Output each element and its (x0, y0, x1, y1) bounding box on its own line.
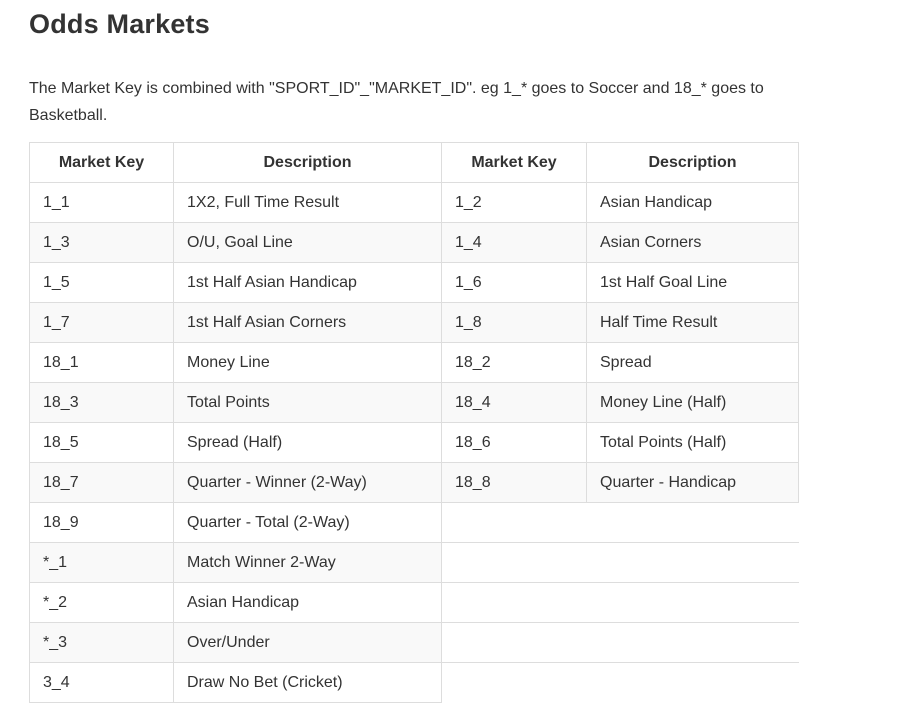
market-key-cell: 18_3 (29, 382, 174, 423)
market-description-cell: Over/Under (173, 622, 442, 663)
markets-table-body: 1_1 1X2, Full Time Result 1_2 Asian Handica… (29, 182, 799, 703)
market-key-cell: 18_9 (29, 502, 174, 543)
header-market-key-2: Market Key (441, 142, 587, 183)
market-key-cell: 1_3 (29, 222, 174, 263)
empty-cell (441, 662, 799, 703)
table-row: 18_3 Total Points 18_4 Money Line (Half) (29, 382, 799, 423)
table-row: *_3 Over/Under (29, 622, 799, 663)
empty-cell (441, 582, 799, 623)
market-key-cell: 1_7 (29, 302, 174, 343)
market-key-cell: *_1 (29, 542, 174, 583)
table-row: 1_7 1st Half Asian Corners 1_8 Half Time Re… (29, 302, 799, 343)
market-description-cell: Total Points (Half) (586, 422, 799, 463)
empty-cell (441, 622, 799, 663)
page-title: Odds Markets (29, 9, 210, 39)
table-row: 3_4 Draw No Bet (Cricket) (29, 662, 799, 703)
table-row: *_2 Asian Handicap (29, 582, 799, 623)
market-key-cell: 1_4 (441, 222, 587, 263)
market-key-cell: 18_7 (29, 462, 174, 503)
market-description-cell: Asian Corners (586, 222, 799, 263)
header-market-key-1: Market Key (29, 142, 174, 183)
table-row: 18_5 Spread (Half) 18_6 Total Points (Half) (29, 422, 799, 463)
market-key-cell: 1_8 (441, 302, 587, 343)
intro-paragraph: The Market Key is combined with "SPORT_I… (29, 80, 764, 124)
market-key-cell: 1_2 (441, 182, 587, 223)
market-description-cell: Money Line (Half) (586, 382, 799, 423)
market-description-cell: Half Time Result (586, 302, 799, 343)
market-key-cell: 1_5 (29, 262, 174, 303)
table-row: 1_1 1X2, Full Time Result 1_2 Asian Handica… (29, 182, 799, 223)
table-row: 18_9 Quarter - Total (2-Way) (29, 502, 799, 543)
market-description-cell: 1X2, Full Time Result (173, 182, 442, 223)
market-description-cell: Quarter - Winner (2-Way) (173, 462, 442, 503)
market-description-cell: Draw No Bet (Cricket) (173, 662, 442, 703)
market-description-cell: Quarter - Handicap (586, 462, 799, 503)
header-description-1: Description (173, 142, 442, 183)
market-description-cell: Money Line (173, 342, 442, 383)
market-key-cell: 18_5 (29, 422, 174, 463)
table-row: *_1 Match Winner 2-Way (29, 542, 799, 583)
market-key-cell: *_3 (29, 622, 174, 663)
market-description-cell: Asian Handicap (173, 582, 442, 623)
market-key-cell: 18_1 (29, 342, 174, 383)
market-key-cell: 1_1 (29, 182, 174, 223)
market-description-cell: 1st Half Goal Line (586, 262, 799, 303)
empty-cell (441, 502, 799, 543)
market-key-cell: 1_6 (441, 262, 587, 303)
table-header-row: Market Key Description Market Key Descri… (29, 142, 799, 183)
market-key-cell: *_2 (29, 582, 174, 623)
market-description-cell: Spread (586, 342, 799, 383)
market-description-cell: Spread (Half) (173, 422, 442, 463)
market-description-cell: Total Points (173, 382, 442, 423)
market-description-cell: Quarter - Total (2-Way) (173, 502, 442, 543)
market-key-cell: 18_6 (441, 422, 587, 463)
market-description-cell: O/U, Goal Line (173, 222, 442, 263)
market-description-cell: Match Winner 2-Way (173, 542, 442, 583)
header-description-2: Description (586, 142, 799, 183)
market-key-cell: 18_8 (441, 462, 587, 503)
table-row: 18_7 Quarter - Winner (2-Way) 18_8 Quarter … (29, 462, 799, 503)
markets-table: Market Key Description Market Key Descri… (29, 142, 799, 703)
empty-cell (441, 542, 799, 583)
market-description-cell: 1st Half Asian Corners (173, 302, 442, 343)
table-row: 1_5 1st Half Asian Handicap 1_6 1st Half Go… (29, 262, 799, 303)
market-description-cell: 1st Half Asian Handicap (173, 262, 442, 303)
market-key-cell: 18_2 (441, 342, 587, 383)
market-description-cell: Asian Handicap (586, 182, 799, 223)
market-key-cell: 3_4 (29, 662, 174, 703)
table-row: 1_3 O/U, Goal Line 1_4 Asian Corners (29, 222, 799, 263)
table-row: 18_1 Money Line 18_2 Spread (29, 342, 799, 383)
market-key-cell: 18_4 (441, 382, 587, 423)
